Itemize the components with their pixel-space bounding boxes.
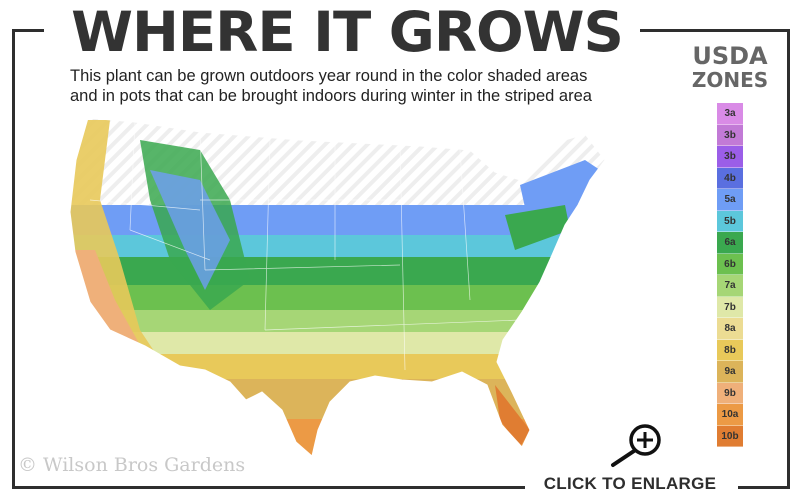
zone-swatch-9a: 9a bbox=[717, 361, 743, 383]
copyright-watermark: © Wilson Bros Gardens bbox=[18, 454, 246, 476]
zone-swatch-7b: 7b bbox=[717, 296, 743, 318]
zone-bands bbox=[70, 118, 605, 456]
zone-swatch-5b: 5b bbox=[717, 210, 743, 232]
frame-line bbox=[787, 29, 790, 489]
legend-title-line: ZONES bbox=[691, 68, 769, 92]
frame-line bbox=[12, 29, 15, 489]
zone-swatch-3b: 3b bbox=[717, 124, 743, 146]
zone-swatch-6a: 6a bbox=[717, 232, 743, 254]
subtitle: This plant can be grown outdoors year ro… bbox=[70, 66, 670, 106]
usda-zone-map[interactable] bbox=[60, 110, 620, 460]
zone-swatch-4b: 4b bbox=[717, 167, 743, 189]
zone-swatch-3b: 3b bbox=[717, 146, 743, 168]
zone-swatch-9b: 9b bbox=[717, 382, 743, 404]
zone-swatch-3a: 3a bbox=[717, 103, 743, 125]
page-title: WHERE IT GROWS bbox=[71, 0, 624, 64]
zone-swatch-5a: 5a bbox=[717, 189, 743, 211]
state-borders bbox=[89, 121, 521, 371]
legend-title: USDA ZONES bbox=[675, 44, 785, 92]
subtitle-line: and in pots that can be brought indoors … bbox=[70, 87, 592, 105]
zone-swatch-10b: 10b bbox=[717, 425, 743, 447]
zone-swatch-7a: 7a bbox=[717, 275, 743, 297]
frame-line bbox=[738, 486, 790, 489]
frame-line bbox=[12, 29, 44, 32]
legend-title-line: USDA bbox=[692, 42, 768, 70]
magnifier-plus-icon[interactable] bbox=[610, 422, 666, 468]
zone-swatch-8a: 8a bbox=[717, 318, 743, 340]
frame-line bbox=[12, 486, 527, 489]
subtitle-line: This plant can be grown outdoors year ro… bbox=[70, 67, 588, 85]
zone-legend: 3a 3b 3b 4b 5a 5b 6a 6b 7a 7b 8a 8b 9a 9b 10a 10b bbox=[717, 103, 743, 447]
click-to-enlarge-button[interactable]: CLICK TO ENLARGE bbox=[525, 474, 735, 494]
zone-swatch-10a: 10a bbox=[717, 404, 743, 426]
zone-swatch-8b: 8b bbox=[717, 339, 743, 361]
zone-swatch-6b: 6b bbox=[717, 253, 743, 275]
frame-line bbox=[640, 29, 790, 32]
